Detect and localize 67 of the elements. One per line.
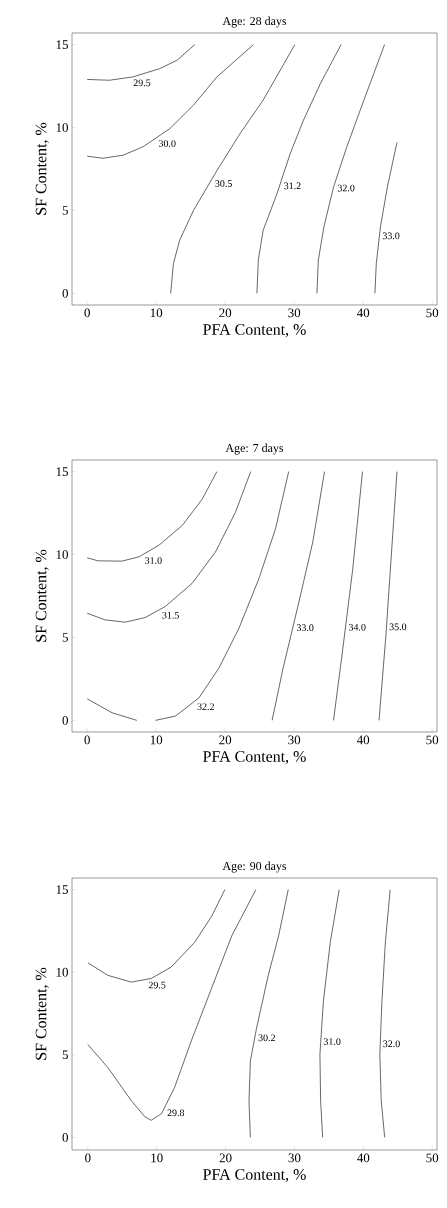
- y-tick-label: 0: [62, 1133, 68, 1142]
- x-tick-label: 50: [426, 1153, 439, 1163]
- series-label: 29.5: [148, 981, 166, 989]
- line-series: [87, 889, 226, 983]
- line-series: [316, 44, 385, 294]
- x-tick-label: 50: [426, 308, 439, 318]
- x-tick-label: 20: [219, 308, 232, 318]
- series-label: 33.0: [382, 232, 400, 240]
- y-tick-label: 15: [56, 467, 68, 476]
- y-axis-title: SF Content, %: [35, 122, 49, 215]
- y-tick-label: 15: [56, 885, 68, 894]
- y-tick-label: 5: [62, 633, 68, 642]
- y-tick-label: 10: [56, 550, 68, 559]
- chart-title: Age: 7 days: [225, 443, 284, 455]
- x-axis-title: PFA Content, %: [203, 751, 306, 765]
- series-label: 32.0: [337, 184, 355, 192]
- y-tick-label: 5: [62, 206, 68, 215]
- line-series: [374, 142, 398, 294]
- x-tick-label: 40: [357, 1153, 370, 1163]
- series-label: 31.5: [162, 611, 179, 619]
- x-tick-label: 0: [84, 308, 90, 318]
- y-tick-label: 0: [62, 289, 68, 298]
- line-series: [86, 44, 196, 81]
- series-label: 30.0: [159, 140, 176, 147]
- chart-title: Age: 28 days: [222, 16, 287, 28]
- y-tick-label: 10: [56, 967, 68, 977]
- line-series: [248, 889, 289, 1138]
- chart-title: Age: 90 days: [222, 861, 287, 873]
- series-label: 31.2: [284, 182, 301, 190]
- series-label: 31.0: [145, 557, 162, 564]
- series-label: 30.5: [215, 180, 232, 188]
- series-label: 30.2: [258, 1034, 275, 1042]
- x-tick-label: 30: [288, 308, 301, 318]
- x-tick-label: 30: [288, 735, 301, 745]
- x-tick-label: 20: [219, 735, 232, 745]
- x-tick-label: 20: [219, 1153, 232, 1163]
- line-series: [271, 471, 325, 721]
- line-series: [86, 44, 254, 159]
- series-label: 32.0: [383, 1040, 400, 1048]
- y-tick-label: 5: [62, 1050, 68, 1060]
- x-tick-label: 10: [150, 735, 163, 745]
- series-label: 33.0: [296, 624, 314, 632]
- line-series: [86, 471, 218, 562]
- y-tick-label: 10: [56, 123, 68, 132]
- line-series: [319, 889, 340, 1138]
- y-axis-title: SF Content, %: [35, 967, 49, 1060]
- x-tick-label: 0: [85, 1153, 91, 1163]
- y-tick-label: 0: [62, 716, 68, 725]
- series-label: 35.0: [389, 623, 407, 631]
- x-tick-label: 10: [151, 1153, 163, 1163]
- series-label: 29.5: [133, 79, 151, 87]
- x-tick-label: 30: [288, 1153, 301, 1163]
- series-label: 29.8: [167, 1109, 185, 1117]
- x-tick-label: 50: [426, 735, 439, 745]
- x-tick-label: 10: [150, 308, 163, 318]
- series-label: 31.0: [323, 1038, 341, 1045]
- x-tick-label: 40: [356, 735, 370, 745]
- y-axis-title: SF Content, %: [35, 549, 49, 642]
- series-label: 34.0: [348, 623, 366, 631]
- x-axis-title: PFA Content, %: [203, 1169, 306, 1183]
- line-series: [87, 889, 257, 1121]
- line-series: [86, 471, 252, 623]
- x-tick-label: 0: [84, 735, 90, 745]
- y-tick-label: 15: [56, 40, 68, 49]
- series-label: 32.2: [197, 703, 214, 711]
- x-axis-title: PFA Content, %: [203, 324, 306, 338]
- x-tick-label: 40: [356, 308, 370, 318]
